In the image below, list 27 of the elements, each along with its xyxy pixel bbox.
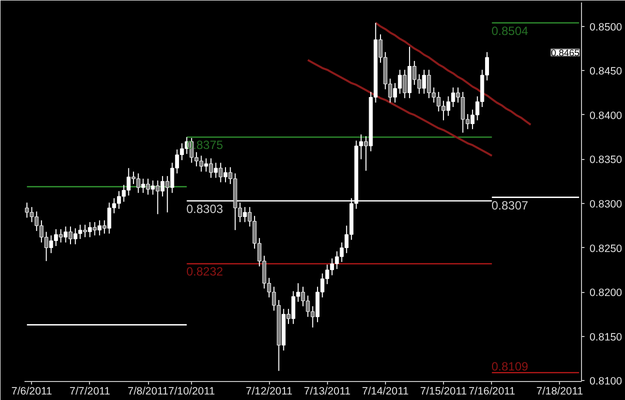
x-tick-label: 7/16/2011: [468, 386, 516, 398]
line-series: [374, 22, 532, 126]
line-series: [306, 59, 493, 157]
y-tick-label: 0.8300: [590, 198, 622, 211]
series-label: 0.8232: [186, 264, 224, 279]
x-tick-label: 7/12/2011: [246, 386, 292, 398]
x-tick-label: 7/14/2011: [362, 386, 409, 398]
series-label: 0.8303: [186, 202, 224, 216]
series-label: 0.8307: [491, 198, 529, 212]
y-tick-label: 0.8400: [590, 110, 622, 122]
y-tick-label: 0.8450: [590, 66, 622, 78]
y-tick-label: 0.8350: [590, 154, 622, 166]
x-tick-label: 7/7/2011: [70, 386, 110, 398]
x-tick-label: 7/10/2011: [168, 386, 215, 398]
x-tick-label: 7/13/2011: [304, 386, 351, 398]
x-tick-label: 7/18/2011: [536, 386, 584, 398]
x-tick-label: 7/6/2011: [11, 386, 52, 398]
y-tick-label: 0.8150: [590, 331, 622, 344]
annotation: 0.8465: [550, 48, 580, 58]
y-tick-label: 0.8200: [590, 287, 622, 300]
y-tick-label: 0.8100: [590, 376, 622, 388]
y-tick-label: 0.8250: [590, 242, 622, 255]
x-tick-label: 7/8/2011: [128, 386, 168, 398]
series-label: 0.8109: [491, 360, 529, 374]
series-label: 0.8504: [491, 24, 529, 38]
x-tick-label: 7/15/2011: [420, 386, 467, 398]
y-tick-label: 0.8500: [590, 21, 622, 34]
